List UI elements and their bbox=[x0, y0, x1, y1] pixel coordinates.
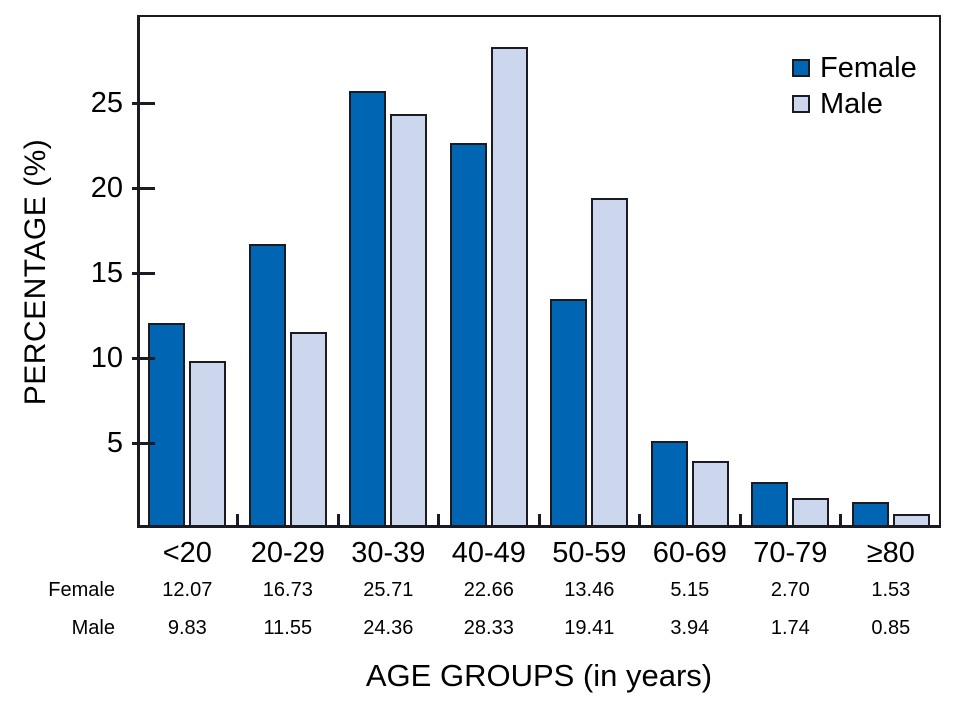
legend-item-female: Female bbox=[792, 50, 917, 86]
table-cell-male-1: 11.55 bbox=[263, 617, 313, 639]
table-row-label-male: Male bbox=[71, 617, 115, 639]
bar-male-4 bbox=[591, 198, 629, 528]
bar-male-5 bbox=[691, 461, 729, 528]
bar-female-4 bbox=[550, 299, 588, 528]
category-label-0: <20 bbox=[162, 537, 212, 569]
x-axis-separator-4 bbox=[537, 514, 541, 528]
table-cell-female-4: 13.46 bbox=[564, 579, 615, 601]
legend-item-male: Male bbox=[792, 86, 917, 122]
x-axis-separator-2 bbox=[336, 514, 340, 528]
x-axis-line bbox=[137, 525, 941, 528]
table-cell-male-4: 19.41 bbox=[564, 617, 615, 639]
table-cell-female-1: 16.73 bbox=[262, 579, 313, 601]
x-axis-separator-5 bbox=[638, 514, 641, 528]
table-cell-female-3: 22.66 bbox=[463, 579, 514, 601]
legend-label-male: Male bbox=[820, 87, 883, 120]
y-tick-label-20: 20 bbox=[90, 172, 123, 205]
x-axis-separator-1 bbox=[236, 514, 239, 528]
table-cell-male-2: 24.36 bbox=[363, 617, 414, 639]
y-axis-line bbox=[137, 15, 140, 528]
legend-label-female: Female bbox=[820, 51, 917, 84]
category-label-6: 70-79 bbox=[753, 537, 828, 569]
x-axis-separator-7 bbox=[839, 514, 842, 528]
category-label-3: 40-49 bbox=[451, 537, 526, 569]
bar-female-1 bbox=[248, 243, 286, 528]
legend: Female Male bbox=[792, 50, 917, 122]
y-tick-5 bbox=[132, 441, 155, 445]
x-axis-title: AGE GROUPS (in years) bbox=[365, 658, 713, 693]
category-label-2: 30-39 bbox=[351, 537, 426, 569]
y-tick-15 bbox=[132, 271, 155, 275]
bar-male-3 bbox=[490, 46, 528, 528]
x-axis-separator-6 bbox=[738, 514, 742, 528]
table-cell-female-5: 5.15 bbox=[670, 579, 710, 601]
y-tick-10 bbox=[132, 356, 155, 360]
y-tick-label-25: 25 bbox=[90, 87, 123, 120]
table-cell-female-6: 2.70 bbox=[770, 579, 810, 601]
table-cell-male-7: 0.85 bbox=[871, 617, 911, 639]
bar-female-0 bbox=[148, 323, 186, 528]
bar-female-7 bbox=[851, 502, 889, 528]
y-tick-label-5: 5 bbox=[106, 427, 123, 460]
table-cell-male-6: 1.74 bbox=[770, 617, 810, 639]
y-tick-20 bbox=[132, 186, 155, 190]
plot-border-top bbox=[137, 15, 941, 17]
bar-female-2 bbox=[349, 91, 387, 528]
table-cell-male-3: 28.33 bbox=[463, 617, 514, 639]
bar-male-6 bbox=[792, 498, 830, 528]
category-label-7: ≥80 bbox=[866, 537, 915, 569]
table-cell-female-2: 25.71 bbox=[363, 579, 414, 601]
legend-swatch-female-icon bbox=[792, 59, 810, 77]
table-cell-male-0: 9.83 bbox=[167, 617, 207, 639]
category-label-5: 60-69 bbox=[652, 537, 727, 569]
y-tick-label-10: 10 bbox=[90, 342, 123, 375]
plot-border-right bbox=[939, 15, 941, 528]
bar-female-5 bbox=[650, 440, 688, 528]
table-cell-female-7: 1.53 bbox=[871, 579, 911, 601]
table-row-label-female: Female bbox=[48, 579, 115, 601]
table-cell-female-0: 12.07 bbox=[162, 579, 213, 601]
y-tick-25 bbox=[132, 101, 155, 105]
bar-female-6 bbox=[751, 482, 789, 528]
legend-swatch-male-icon bbox=[792, 95, 810, 113]
y-tick-label-15: 15 bbox=[90, 257, 123, 290]
x-axis-separator-3 bbox=[437, 514, 440, 528]
table-cell-male-5: 3.94 bbox=[670, 617, 710, 639]
bar-male-1 bbox=[289, 331, 327, 528]
bar-male-0 bbox=[189, 361, 227, 528]
category-label-1: 20-29 bbox=[250, 537, 325, 569]
bar-male-2 bbox=[390, 114, 428, 528]
plot-area: Female Male bbox=[132, 15, 941, 528]
category-label-4: 50-59 bbox=[552, 537, 627, 569]
bar-female-3 bbox=[449, 143, 487, 528]
